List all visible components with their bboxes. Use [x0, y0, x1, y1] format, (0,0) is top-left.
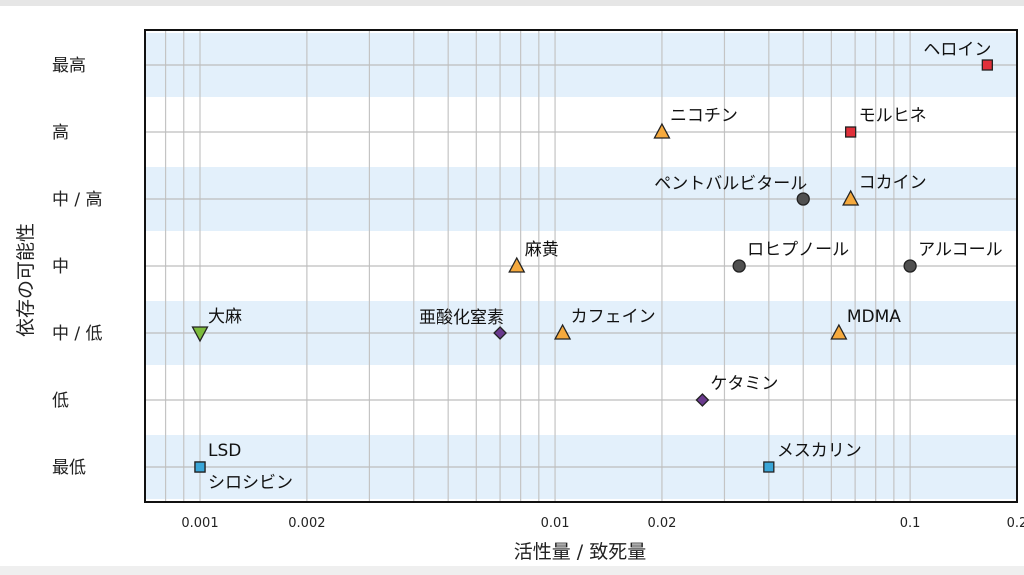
bottom-border-strip: [0, 566, 1024, 575]
point-label: ケタミン: [710, 374, 778, 394]
horizontal-gridlines: [145, 64, 1017, 468]
marker-square: [763, 461, 775, 473]
y-tick-label: 中: [52, 257, 69, 277]
point-label: ニコチン: [670, 106, 738, 126]
point-label: ヘロイン: [923, 40, 991, 60]
marker-square: [194, 461, 206, 473]
y-tick-label: 低: [52, 391, 69, 411]
y-tick-label: 最高: [52, 56, 86, 76]
point-label: LSD: [208, 441, 241, 461]
marker-triangle: [553, 323, 572, 340]
point-label: 大麻: [208, 307, 242, 327]
point-label: カフェイン: [571, 307, 656, 327]
point-label: ロヒプノール: [747, 240, 849, 260]
point-label: コカイン: [859, 173, 927, 193]
data-points: [191, 59, 993, 473]
point-label: シロシビン: [208, 473, 293, 493]
point-label: 亜酸化窒素: [419, 308, 504, 328]
x-tick-label: 0.01: [541, 516, 570, 531]
x-tick-labels: 0.001 0.002 0.01 0.02 0.1 0.2: [181, 516, 1024, 531]
x-tick-label: 0.02: [647, 516, 676, 531]
y-tick-label: 中 / 低: [52, 324, 103, 344]
marker-circle: [732, 259, 746, 273]
y-tick-label: 中 / 高: [52, 190, 103, 210]
marker-triangle-down: [191, 326, 209, 343]
marker-triangle: [508, 256, 526, 273]
marker-square: [981, 59, 993, 71]
marker-circle: [903, 259, 917, 273]
marker-square: [844, 126, 857, 138]
point-label: モルヒネ: [859, 106, 927, 126]
y-tick-label: 最低: [52, 458, 86, 478]
x-tick-label: 0.2: [1007, 516, 1024, 531]
marker-triangle: [830, 323, 848, 340]
x-tick-label: 0.001: [181, 516, 218, 531]
top-border-strip: [0, 0, 1024, 6]
marker-triangle: [653, 122, 671, 139]
plot-frame: [144, 29, 1018, 503]
x-axis-title: 活性量 / 致死量: [514, 541, 646, 563]
point-label: アルコール: [918, 240, 1003, 260]
marker-diamond: [493, 326, 507, 340]
y-axis-title: 依存の可能性: [15, 223, 37, 337]
point-label: 麻黄: [525, 240, 559, 260]
point-label: MDMA: [847, 307, 901, 327]
x-tick-label: 0.002: [288, 516, 325, 531]
marker-circle: [796, 192, 810, 206]
x-tick-label: 0.1: [900, 516, 921, 531]
y-tick-label: 高: [52, 123, 69, 143]
point-label: メスカリン: [777, 441, 862, 461]
y-tick-labels: 最低 低 中 / 低 中 中 / 高 高 最高: [52, 56, 103, 478]
marker-diamond: [695, 393, 710, 407]
point-label: ペントバルビタール: [654, 174, 807, 194]
marker-triangle: [842, 189, 860, 206]
